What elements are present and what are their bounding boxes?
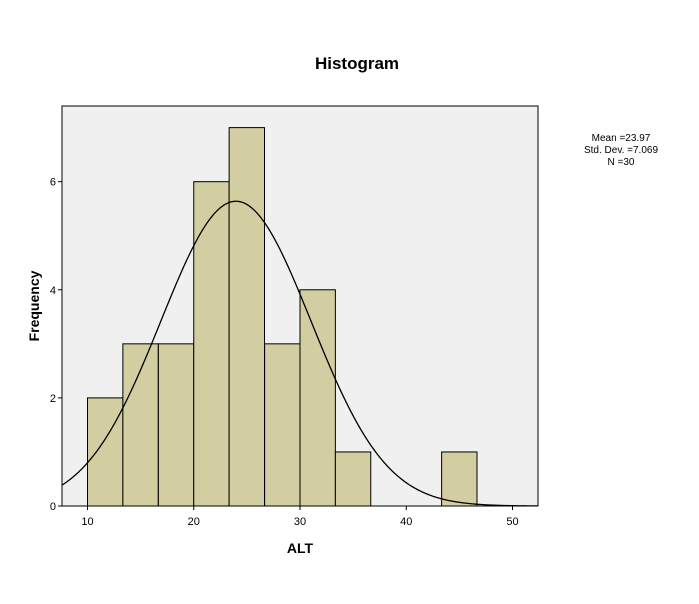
histogram-bar-3 <box>157 343 195 507</box>
histogram-bar-6 <box>264 343 301 507</box>
x-axis-title: ALT <box>287 540 314 556</box>
histogram-bar-1 <box>87 397 124 507</box>
normal-curve <box>61 200 539 507</box>
x-tick-label: 30 <box>294 516 306 528</box>
x-tick-label: 10 <box>81 516 93 528</box>
x-tick-label: 20 <box>188 516 200 528</box>
stat-mean: Mean =23.97 <box>592 133 651 144</box>
histogram-bar-2 <box>122 343 159 507</box>
stat-n: N =30 <box>608 157 635 168</box>
chart-title: Histogram <box>315 54 399 73</box>
y-tick-label: 0 <box>50 501 56 513</box>
y-tick-label: 4 <box>50 285 56 297</box>
histogram-bar-7 <box>299 289 336 507</box>
y-axis-title: Frequency <box>26 270 42 341</box>
y-tick-label: 2 <box>50 393 56 405</box>
x-tick-label: 50 <box>506 516 518 528</box>
y-tick-label: 6 <box>50 177 56 189</box>
histogram-bar-9 <box>441 451 478 507</box>
x-tick-label: 40 <box>400 516 412 528</box>
stat-std-dev: Std. Dev. =7.069 <box>584 145 658 156</box>
histogram-bar-4 <box>193 181 230 507</box>
histogram-bar-5 <box>228 127 266 507</box>
histogram-bar-8 <box>334 451 372 507</box>
ticks-group: 10 20 30 40 50 0 2 4 6 <box>50 177 519 528</box>
